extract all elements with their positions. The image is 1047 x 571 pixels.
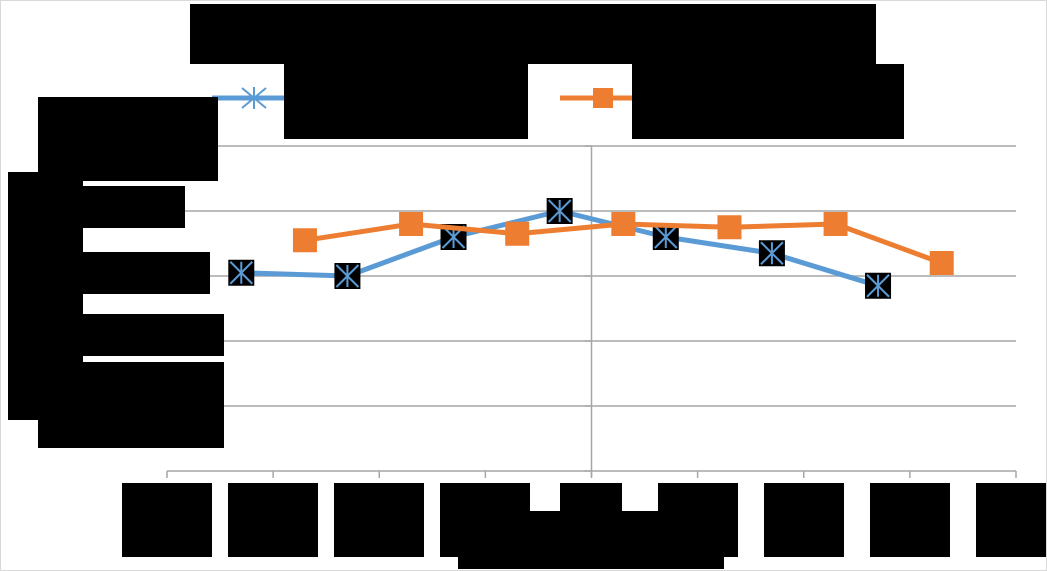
redaction-box-9	[83, 362, 224, 406]
redaction-box-4	[38, 97, 218, 181]
series-lines	[228, 198, 954, 299]
series-1-point-1	[399, 212, 424, 236]
redaction-box-6	[83, 186, 185, 228]
redaction-box-3	[632, 64, 876, 139]
series-1-point-0	[292, 228, 317, 253]
redaction-box-1	[876, 64, 904, 139]
legend-marker-2	[593, 88, 613, 108]
redaction-box-12	[228, 483, 318, 557]
series-1-point-5	[823, 212, 848, 236]
redaction-box-18	[870, 483, 950, 557]
redaction-box-17	[764, 483, 844, 557]
redaction-box-7	[83, 252, 210, 294]
series-0	[228, 198, 892, 299]
series-1-point-4	[717, 215, 742, 240]
redaction-box-8	[83, 314, 224, 356]
legend	[212, 87, 632, 109]
redaction-box-10	[38, 406, 224, 448]
redaction-box-13	[334, 483, 424, 557]
redaction-box-2	[284, 64, 528, 139]
series-1-point-2	[505, 221, 530, 246]
series-1	[292, 212, 954, 275]
axes	[166, 145, 1017, 478]
redaction-box-15	[560, 483, 622, 511]
redaction-box-11	[122, 483, 212, 557]
series-1-point-6	[929, 251, 954, 275]
redaction-box-0	[190, 4, 876, 64]
redaction-boxes	[8, 4, 1046, 569]
redaction-box-19	[976, 483, 1046, 557]
redaction-box-20	[458, 511, 724, 569]
series-1-point-3	[611, 212, 636, 236]
redaction-box-5	[8, 172, 83, 420]
